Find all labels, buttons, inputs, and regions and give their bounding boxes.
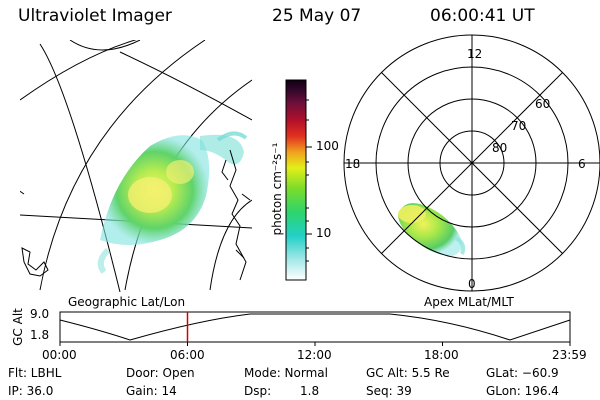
orbit-altitude-curve — [59, 313, 571, 341]
gc-alt-value: GC Alt: 5.5 Re — [366, 366, 450, 380]
instrument-title: Ultraviolet Imager — [18, 6, 172, 26]
time-label: 06:00:41 UT — [430, 6, 535, 26]
orbit-xtick-2359: 23:59 — [552, 348, 587, 362]
polar-plot — [343, 34, 600, 292]
seq-value: Seq: 39 — [366, 384, 412, 398]
door-value: Door: Open — [126, 366, 195, 380]
mlt-label-0: 0 — [468, 277, 476, 291]
ip-value: IP: 36.0 — [8, 384, 54, 398]
mlt-label-12: 12 — [467, 47, 483, 61]
polar-panel-label: Apex MLat/MLT — [424, 295, 514, 309]
gain-value: Gain: 14 — [126, 384, 177, 398]
glon-value: GLon: 196.4 — [486, 384, 559, 398]
lat-label-60: 60 — [535, 97, 551, 111]
orbit-ytick-max: 9.0 — [30, 307, 50, 321]
colorbar-tick-label-100: 100 — [316, 139, 339, 153]
mode-value: Mode: Normal — [244, 366, 328, 380]
auroral-emission-geo — [97, 131, 248, 274]
orbit-frame — [59, 311, 571, 343]
orbit-xtick-1200: 12:00 — [297, 348, 332, 362]
glat-value: GLat: −60.9 — [486, 366, 559, 380]
dsp-value: 1.8 — [300, 384, 320, 398]
polar-grid — [343, 34, 600, 292]
orbit-ylabel: GC Alt — [11, 308, 25, 346]
dsp-label: Dsp: — [244, 384, 272, 398]
mlt-label-6: 6 — [578, 157, 586, 171]
orbit-plot — [59, 311, 571, 346]
date-label: 25 May 07 — [272, 6, 362, 26]
geographic-panel-label: Geographic Lat/Lon — [68, 295, 186, 309]
lat-label-70: 70 — [511, 119, 527, 133]
colorbar — [285, 79, 307, 281]
lat-label-80: 80 — [492, 141, 508, 155]
orbit-ytick-min: 1.8 — [30, 328, 50, 342]
orbit-xtick-1800: 18:00 — [424, 348, 459, 362]
colorbar-tick-label-10: 10 — [316, 226, 332, 240]
filter-value: Flt: LBHL — [8, 366, 62, 380]
geographic-map — [20, 40, 252, 292]
orbit-xtick-0600: 06:00 — [170, 348, 205, 362]
orbit-xtick-0000: 00:00 — [42, 348, 77, 362]
auroral-emission-polar — [398, 203, 466, 256]
colorbar-unit-label: photon cm⁻²s⁻¹ — [270, 142, 284, 236]
coastlines — [20, 149, 251, 281]
colorbar-ticks — [306, 99, 312, 262]
orbit-ticks — [59, 342, 571, 346]
mlt-label-18: 18 — [345, 157, 361, 171]
